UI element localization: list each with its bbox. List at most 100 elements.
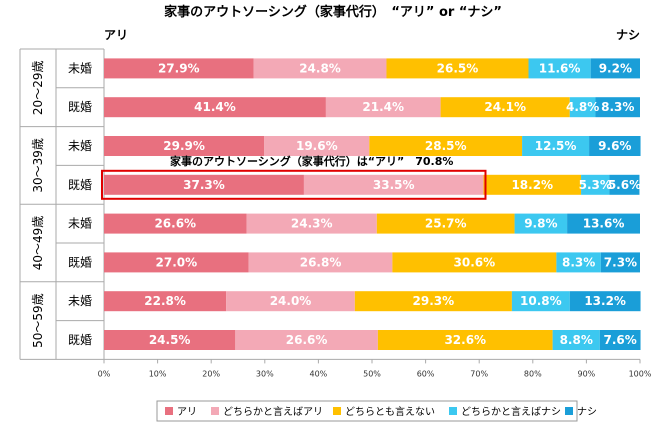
x-tick-label: 60% bbox=[417, 369, 435, 378]
age-group-label: 40～49歳 bbox=[31, 216, 45, 271]
bar-segment bbox=[528, 58, 591, 79]
x-tick-label: 40% bbox=[310, 369, 328, 378]
value-label: 24.0% bbox=[270, 294, 312, 308]
legend: アリ どちらかと言えばアリ どちらとも言えない どちらかと言えばナシ ナシ bbox=[156, 400, 597, 422]
bar-segment bbox=[569, 291, 641, 312]
value-label: 25.7% bbox=[425, 217, 467, 231]
legend-swatch bbox=[565, 407, 573, 415]
bar-segment bbox=[226, 291, 355, 312]
bar-segment bbox=[104, 291, 227, 312]
bar-segment bbox=[440, 97, 570, 118]
category-label: 既婚 bbox=[68, 178, 92, 192]
category-label: 未婚 bbox=[68, 139, 92, 153]
bar-segment bbox=[104, 97, 326, 118]
value-label: 5.3% bbox=[579, 178, 612, 192]
bar-segment bbox=[104, 58, 254, 79]
x-tick-label: 90% bbox=[578, 369, 596, 378]
legend-label: どちらかと言えばアリ bbox=[223, 405, 323, 418]
value-label: 27.9% bbox=[158, 61, 200, 75]
annotation-text: 家事のアウトソーシング（家事代行）は“アリ” 70.8% bbox=[170, 154, 453, 168]
right-end-label: ナシ bbox=[616, 28, 640, 42]
bar-segment bbox=[595, 97, 640, 118]
value-label: 26.5% bbox=[437, 61, 479, 75]
category-label: 未婚 bbox=[68, 61, 92, 75]
legend-label: どちらかと言えばナシ bbox=[461, 405, 561, 418]
legend-label: どちらとも言えない bbox=[345, 405, 435, 418]
bar-series-group bbox=[104, 58, 641, 350]
value-label: 26.6% bbox=[286, 333, 328, 347]
age-group-label: 30～39歳 bbox=[31, 138, 45, 193]
age-group-label: 50～59歳 bbox=[31, 293, 45, 348]
bar-segment bbox=[303, 174, 484, 195]
value-label: 10.8% bbox=[520, 294, 562, 308]
value-label: 26.8% bbox=[300, 255, 342, 269]
value-label: 29.3% bbox=[413, 294, 455, 308]
bar-segment bbox=[514, 213, 568, 234]
bar-segment bbox=[392, 252, 557, 273]
bar-segment bbox=[354, 291, 512, 312]
value-label: 21.4% bbox=[362, 100, 404, 114]
value-label: 22.8% bbox=[144, 294, 186, 308]
value-label: 24.8% bbox=[299, 61, 341, 75]
bar-segment bbox=[581, 174, 610, 195]
bar-segment bbox=[325, 97, 441, 118]
value-label: 29.9% bbox=[163, 139, 205, 153]
bar-segment bbox=[369, 136, 523, 156]
bar-segment bbox=[552, 330, 600, 350]
chart-title: 家事のアウトソーシング（家事代行） “アリ” or “ナシ” bbox=[164, 4, 502, 20]
x-tick-label: 30% bbox=[256, 369, 274, 378]
value-label: 24.1% bbox=[484, 100, 526, 114]
legend-box bbox=[156, 400, 578, 422]
value-label: 27.0% bbox=[156, 255, 198, 269]
legend-swatch bbox=[165, 407, 173, 415]
value-label: 18.2% bbox=[511, 178, 553, 192]
value-label: 12.5% bbox=[535, 139, 577, 153]
value-label: 13.6% bbox=[583, 217, 625, 231]
value-label: 37.3% bbox=[183, 178, 225, 192]
value-label: 33.5% bbox=[373, 178, 415, 192]
age-group-label: 20～29歳 bbox=[31, 61, 45, 116]
bar-segment bbox=[104, 174, 304, 195]
value-label: 9.2% bbox=[599, 61, 632, 75]
value-label: 24.5% bbox=[149, 333, 191, 347]
bar-segment bbox=[104, 330, 236, 350]
value-label: 8.3% bbox=[562, 255, 595, 269]
category-label: 既婚 bbox=[68, 333, 92, 347]
x-tick-label: 50% bbox=[363, 369, 381, 378]
category-label: 既婚 bbox=[68, 100, 92, 114]
bar-segment bbox=[386, 58, 529, 79]
bar-segment bbox=[599, 330, 641, 350]
value-label: 9.8% bbox=[524, 217, 557, 231]
value-label: 8.8% bbox=[560, 333, 593, 347]
bar-segment bbox=[235, 330, 378, 350]
value-label: 19.6% bbox=[296, 139, 338, 153]
value-label: 41.4% bbox=[194, 100, 236, 114]
category-label: 既婚 bbox=[68, 255, 92, 269]
bar-segment bbox=[104, 136, 265, 156]
value-label: 4.8% bbox=[566, 100, 599, 114]
legend-swatch bbox=[449, 407, 457, 415]
legend-label: アリ bbox=[177, 407, 197, 418]
annotation-group: 家事のアウトソーシング（家事代行）は“アリ” 70.8% bbox=[101, 154, 487, 200]
bar-segment bbox=[253, 58, 387, 79]
x-tick-label: 10% bbox=[149, 369, 167, 378]
value-label: 8.3% bbox=[601, 100, 634, 114]
value-label: 7.3% bbox=[604, 255, 637, 269]
bar-segment bbox=[248, 252, 393, 273]
x-tick-label: 70% bbox=[470, 369, 488, 378]
bar-segment bbox=[104, 213, 247, 234]
bar-segment bbox=[590, 58, 640, 79]
bar-segment bbox=[104, 252, 249, 273]
legend-swatch bbox=[333, 407, 341, 415]
bar-segment bbox=[522, 136, 590, 156]
bar-segment bbox=[483, 174, 582, 195]
bar-segment bbox=[246, 213, 377, 234]
x-tick-label: 80% bbox=[524, 369, 542, 378]
value-label: 9.6% bbox=[598, 139, 631, 153]
bar-segment bbox=[609, 174, 640, 195]
value-label: 24.3% bbox=[291, 217, 333, 231]
value-label: 11.6% bbox=[539, 61, 581, 75]
bar-segment bbox=[589, 136, 641, 156]
legend-swatch bbox=[211, 407, 219, 415]
